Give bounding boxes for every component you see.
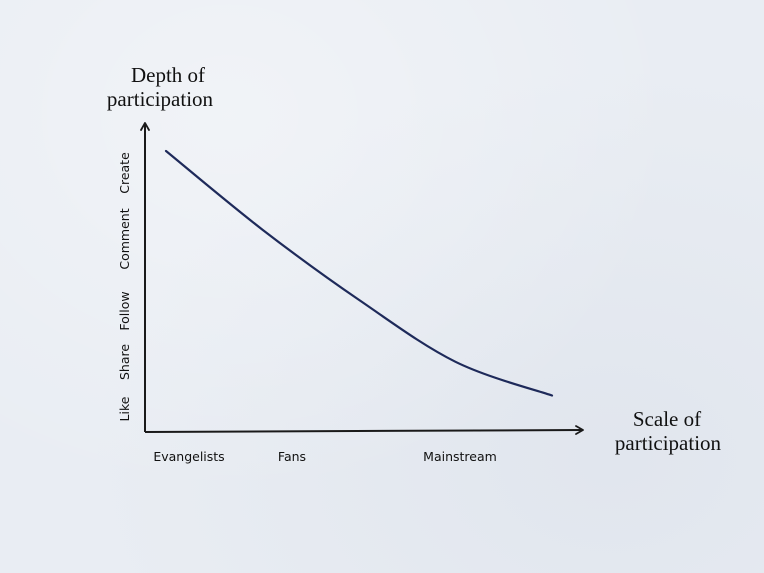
x-category-evangelists: Evangelists [153,449,224,464]
x-axis-line [144,425,584,435]
x-axis-title-line-2: participation [615,431,722,455]
participation-curve [164,149,554,397]
x-category-fans: Fans [278,449,306,464]
x-category-mainstream: Mainstream [423,449,497,464]
y-level-labels: Like Share Follow Comment Create [117,152,132,422]
y-axis-title-line-2: participation [107,87,214,111]
y-level-label-follow: Follow [117,291,132,330]
y-level-label-create: Create [117,152,132,194]
y-level-label-comment: Comment [117,208,132,269]
x-axis-title-line-1: Scale of [633,407,701,431]
y-level-label-share: Share [117,344,132,380]
y-axis-title-line-1: Depth of [131,63,205,87]
y-level-label-like: Like [117,396,132,421]
